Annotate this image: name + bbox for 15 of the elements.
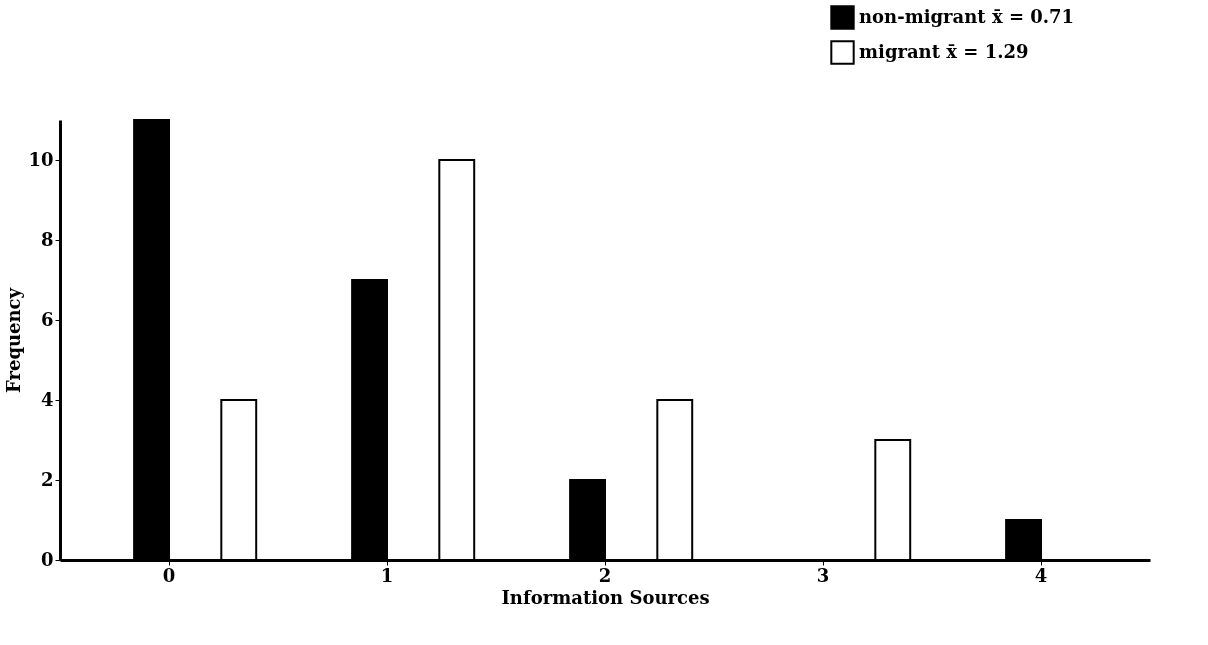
y-tick-label: 0 xyxy=(40,548,54,570)
x-tick-label: 2 xyxy=(598,564,612,586)
x-axis-title: Information Sources xyxy=(501,586,710,608)
x-tick-label: 0 xyxy=(162,564,176,586)
x-tick-label: 4 xyxy=(1034,564,1048,586)
y-tick-label: 4 xyxy=(40,388,54,410)
y-tick-label: 6 xyxy=(40,308,54,330)
x-tick-label: 3 xyxy=(816,564,830,586)
y-axis-title: Frequency xyxy=(3,287,25,394)
legend-label: migrant x̄ = 1.29 xyxy=(859,40,1029,62)
x-tick-label: 1 xyxy=(380,564,394,586)
legend-label: non-migrant x̄ = 0.71 xyxy=(859,5,1075,27)
y-tick-label: 10 xyxy=(28,148,54,170)
y-tick-label: 8 xyxy=(40,228,54,250)
y-tick-label: 2 xyxy=(40,468,54,490)
